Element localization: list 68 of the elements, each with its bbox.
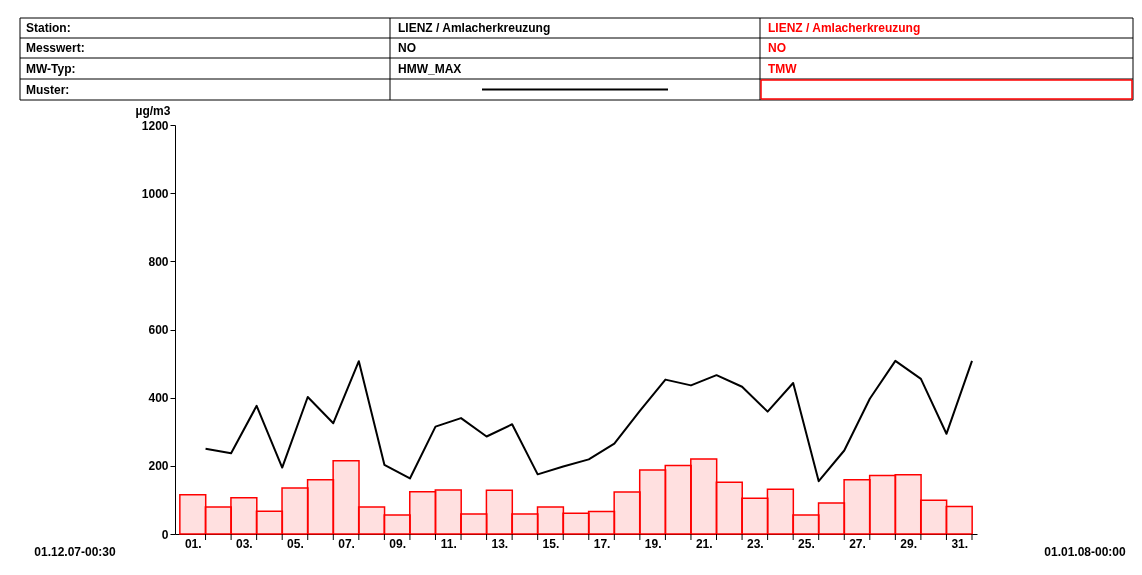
- bar: [587, 510, 616, 535]
- text: Station:: [26, 21, 71, 35]
- x-tick-label: 01.: [184, 536, 202, 551]
- text: Messwert:: [26, 41, 85, 55]
- x-tick-label: 21.: [695, 536, 713, 551]
- bar: [179, 494, 207, 535]
- bar: [766, 488, 795, 535]
- bar: [536, 506, 565, 535]
- x-tick-label: 05.: [287, 536, 304, 551]
- x-tick-label: 23.: [746, 536, 764, 551]
- bar: [332, 459, 360, 535]
- text: HMW_MAX: [398, 61, 462, 76]
- text: NO: [768, 41, 786, 55]
- y-tick-label: 1200: [141, 118, 169, 133]
- bar: [511, 513, 539, 535]
- line-series: [204, 359, 973, 483]
- bar: [741, 497, 769, 535]
- bar: [638, 469, 667, 535]
- x-tick-label: 27.: [849, 536, 866, 551]
- x-tick-label: 29.: [900, 536, 917, 551]
- bar: [945, 505, 973, 535]
- text: LIENZ / Amlacherkreuzung: [398, 21, 551, 35]
- bar: [281, 487, 309, 535]
- x-tick-label: 31.: [951, 536, 969, 551]
- x-tick-label: 13.: [491, 536, 509, 551]
- bar: [204, 506, 233, 535]
- bar: [894, 473, 922, 535]
- y-tick-label: 1000: [141, 186, 169, 201]
- bar: [434, 489, 462, 535]
- text: 01.12.07-00:30: [34, 545, 117, 559]
- text: TMW: [768, 61, 798, 76]
- bar: [255, 510, 284, 535]
- y-tick-label: 600: [148, 323, 169, 337]
- bar: [409, 490, 437, 535]
- bar: [306, 479, 335, 535]
- x-tick-label: 15.: [542, 536, 560, 551]
- bar: [817, 502, 846, 535]
- bar: [664, 464, 692, 535]
- y-axis-title: µg/m3: [135, 103, 171, 118]
- bar: [715, 481, 743, 535]
- x-tick-label: 09.: [389, 536, 407, 551]
- bar: [868, 474, 897, 535]
- x-tick-label: 19.: [644, 536, 662, 551]
- bar: [460, 513, 488, 535]
- x-tick-label: 17.: [593, 536, 611, 551]
- text: Muster:: [26, 82, 70, 97]
- bar: [230, 497, 258, 535]
- x-tick-label: 07.: [338, 536, 355, 551]
- bar: [485, 489, 514, 535]
- bar: [843, 479, 871, 535]
- bar: [383, 514, 411, 535]
- y-tick-label: 200: [148, 459, 169, 474]
- text: 01.01.08-00:00: [1044, 545, 1127, 559]
- text: NO: [398, 41, 416, 55]
- bar: [690, 458, 718, 535]
- bar: [357, 506, 386, 535]
- bar: [562, 512, 590, 535]
- text: LIENZ / Amlacherkreuzung: [768, 21, 921, 35]
- bar: [919, 499, 948, 535]
- text: MW-Typ:: [26, 61, 76, 76]
- y-tick-label: 0: [161, 527, 169, 542]
- x-tick-label: 11.: [440, 536, 457, 551]
- bar: [792, 514, 820, 535]
- x-tick-label: 25.: [798, 536, 815, 551]
- x-tick-label: 03.: [236, 536, 253, 551]
- y-tick-label: 400: [148, 391, 169, 406]
- y-tick-label: 800: [148, 254, 169, 269]
- bar: [613, 491, 641, 535]
